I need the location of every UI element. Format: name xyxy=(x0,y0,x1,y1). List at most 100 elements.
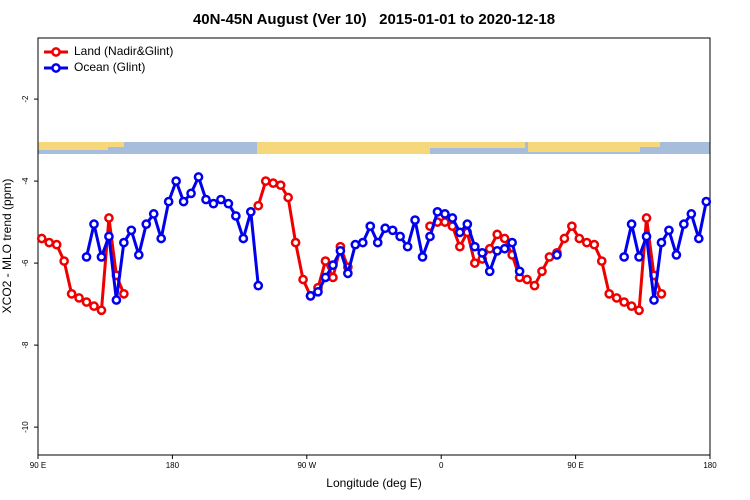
data-point xyxy=(44,237,55,248)
data-point xyxy=(290,237,301,248)
data-point xyxy=(283,192,293,203)
data-point xyxy=(596,256,607,266)
data-point xyxy=(425,231,435,242)
data-point xyxy=(634,252,644,262)
data-point xyxy=(440,217,450,227)
data-point xyxy=(544,252,555,262)
data-point xyxy=(402,241,413,252)
data-point xyxy=(664,225,674,236)
data-point xyxy=(380,223,391,234)
legend-marker xyxy=(51,47,61,57)
data-point xyxy=(671,250,682,260)
data-point xyxy=(119,237,129,248)
data-point xyxy=(275,180,286,191)
data-point xyxy=(231,211,241,221)
data-point xyxy=(320,272,331,283)
data-point xyxy=(634,305,644,316)
data-point xyxy=(656,237,667,248)
data-point xyxy=(320,256,331,266)
data-point xyxy=(313,286,323,297)
data-point xyxy=(559,233,570,244)
data-point xyxy=(216,194,226,205)
y-tick-label: -2 xyxy=(21,95,30,103)
legend-label: Land (Nadir&Glint) xyxy=(74,44,173,58)
data-point xyxy=(104,231,114,242)
data-point xyxy=(567,221,577,232)
y-axis-label: XCO2 - MLO trend (ppm) xyxy=(0,179,14,314)
data-point xyxy=(253,200,264,211)
x-tick-label: 90 E xyxy=(30,461,46,470)
data-point xyxy=(268,178,279,189)
data-point xyxy=(484,243,495,254)
data-point xyxy=(365,221,376,232)
data-point xyxy=(223,198,234,209)
data-point xyxy=(432,207,443,217)
data-point xyxy=(96,305,107,316)
data-point xyxy=(574,233,585,244)
y-tick-label: -8 xyxy=(21,341,30,349)
data-point xyxy=(104,213,114,223)
data-point xyxy=(253,280,264,291)
data-point xyxy=(186,188,196,199)
data-point xyxy=(178,196,189,207)
data-point xyxy=(581,237,592,248)
data-point xyxy=(455,227,465,238)
data-point xyxy=(537,266,547,277)
data-point xyxy=(477,248,488,258)
x-tick-label: 180 xyxy=(703,461,717,470)
data-point xyxy=(201,194,211,205)
x-tick-label: 0 xyxy=(439,461,444,470)
data-point xyxy=(693,233,704,244)
data-point xyxy=(514,266,525,277)
data-point xyxy=(447,213,458,223)
x-tick-label: 180 xyxy=(166,461,180,470)
data-point xyxy=(328,272,338,283)
data-point xyxy=(357,237,368,248)
legend-marker xyxy=(51,63,61,73)
data-point xyxy=(552,250,562,260)
data-point xyxy=(626,219,637,230)
data-point xyxy=(492,229,503,240)
legend-label: Ocean (Glint) xyxy=(74,60,145,74)
data-point xyxy=(372,237,383,248)
data-point xyxy=(59,256,69,266)
y-tick-label: -6 xyxy=(21,259,30,267)
data-point xyxy=(74,293,84,303)
data-point xyxy=(686,209,697,219)
data-point xyxy=(350,239,361,250)
data-point xyxy=(649,295,659,305)
data-point xyxy=(163,196,174,207)
data-point xyxy=(492,245,503,256)
data-point xyxy=(208,198,219,209)
data-point xyxy=(499,233,510,244)
data-point xyxy=(81,252,92,262)
data-point xyxy=(417,252,428,262)
data-point xyxy=(51,239,62,250)
data-point xyxy=(96,252,107,262)
data-point xyxy=(589,239,600,250)
x-tick-label: 90 E xyxy=(567,461,583,470)
data-point xyxy=(499,243,510,254)
data-point xyxy=(641,231,652,242)
land-ocean-strip xyxy=(38,142,710,154)
data-point xyxy=(604,289,615,299)
data-point xyxy=(141,219,152,230)
data-point xyxy=(126,225,137,236)
data-point xyxy=(36,233,47,244)
data-point xyxy=(641,213,652,223)
data-point xyxy=(484,266,495,277)
plot-frame xyxy=(37,37,711,456)
data-point xyxy=(395,231,405,242)
data-point xyxy=(245,207,256,217)
data-point xyxy=(335,245,346,256)
data-point xyxy=(89,219,99,230)
data-point xyxy=(343,268,353,279)
data-point xyxy=(626,301,637,312)
data-point xyxy=(469,241,480,252)
data-point xyxy=(522,274,532,285)
y-tick-label: -10 xyxy=(21,421,30,433)
x-axis-label: Longitude (deg E) xyxy=(326,476,421,490)
data-point xyxy=(679,219,689,230)
data-point xyxy=(193,172,204,182)
